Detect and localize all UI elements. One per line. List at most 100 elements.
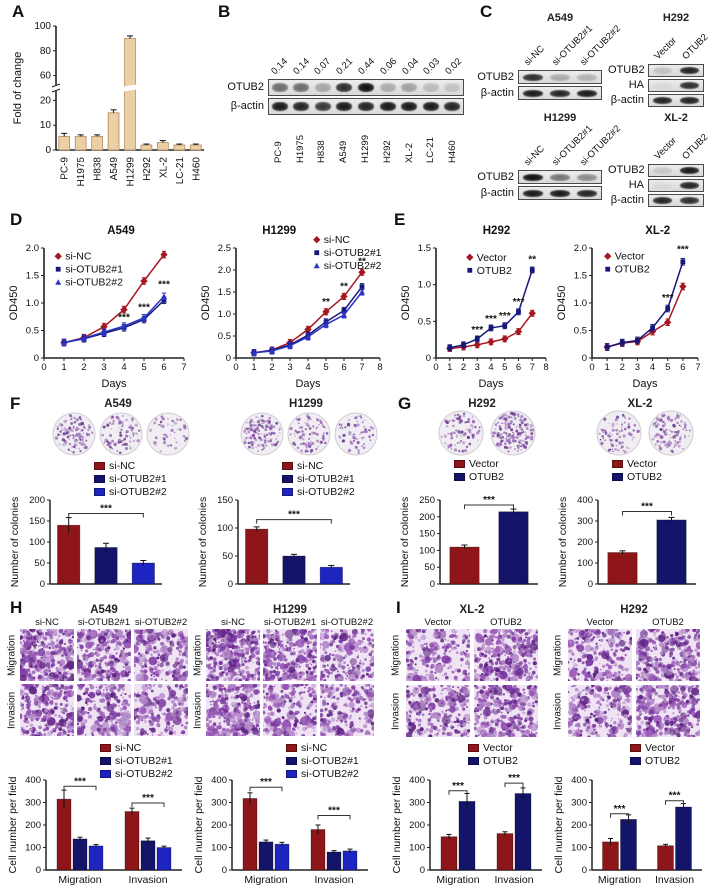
legend-item: si-OTUB2#1 bbox=[282, 473, 355, 485]
legend: Vector OTUB2 bbox=[454, 458, 504, 483]
colony-dish-image bbox=[334, 412, 378, 456]
legend-item: si-NC bbox=[286, 742, 359, 754]
svg-text:Cell number per field: Cell number per field bbox=[193, 776, 205, 873]
blot-band bbox=[652, 182, 673, 189]
blot-band bbox=[577, 89, 598, 97]
svg-text:***: *** bbox=[677, 244, 689, 255]
svg-text:H1299: H1299 bbox=[262, 225, 296, 237]
line-chart-svg: 0 1 2 3 4 5 6 7 8 0 0.5 1.0 1.5 2.0 2.5 Days OD450 H1299 *… bbox=[200, 225, 383, 390]
colony-dish-image bbox=[648, 410, 694, 456]
svg-text:1.5: 1.5 bbox=[418, 243, 431, 254]
legend-swatch bbox=[100, 757, 111, 765]
colony-bar-chart-svg: 0 50 100 150 Number of colonies *** bbox=[197, 495, 350, 590]
panel-g-xl2: XL-2 Vector OTUB2 0 100 200 300 400 Number of … bbox=[556, 398, 708, 596]
transwell-grid: Vector OTUB2 Migration Invasion bbox=[552, 617, 708, 749]
legend-swatch bbox=[286, 770, 297, 778]
svg-text:Days: Days bbox=[295, 378, 321, 390]
legend: si-NC si-OTUB2#1 si-OTUB2#2 bbox=[94, 460, 167, 498]
transwell-grid: Vector OTUB2 Migration Invasion bbox=[390, 617, 550, 749]
transwell-cell-image bbox=[406, 629, 470, 681]
legend-item: OTUB2 bbox=[612, 471, 662, 483]
svg-text:6: 6 bbox=[341, 362, 346, 373]
blot-group-title: XL-2 bbox=[664, 112, 688, 124]
legend-label: si-OTUB2#2 bbox=[301, 768, 359, 780]
svg-text:***: *** bbox=[485, 314, 497, 325]
svg-text:2: 2 bbox=[461, 362, 466, 373]
svg-text:3: 3 bbox=[475, 362, 480, 373]
svg-text:1.0: 1.0 bbox=[574, 298, 587, 309]
transwell-col-label: si-OTUB2#1 bbox=[77, 617, 131, 628]
svg-text:6: 6 bbox=[161, 362, 166, 373]
panel-f-a549: A549 si-NC si-OTUB2#1 si-OTUB2#2 0 50 100 150… bbox=[8, 398, 194, 596]
svg-text:50: 50 bbox=[222, 551, 233, 562]
blot-lane-label: A549 bbox=[338, 140, 350, 163]
blot-lane-label: 0.02 bbox=[443, 56, 465, 77]
svg-text:0: 0 bbox=[34, 353, 39, 364]
svg-text:20: 20 bbox=[40, 95, 52, 106]
blot-row-label: OTUB2 bbox=[477, 71, 514, 83]
transwell-cell-image bbox=[134, 684, 188, 736]
legend-item: Vector bbox=[454, 458, 504, 470]
blot-band bbox=[422, 83, 439, 92]
transwell-col-label: Vector bbox=[424, 617, 452, 628]
colony-dishes bbox=[52, 412, 192, 458]
svg-text:LC-21: LC-21 bbox=[175, 157, 186, 185]
blot-band bbox=[336, 83, 353, 92]
transwell-row-label: Invasion bbox=[192, 691, 204, 729]
blot-band bbox=[577, 173, 598, 181]
legend-swatch bbox=[286, 744, 297, 752]
svg-text:si-OTUB2#2: si-OTUB2#2 bbox=[65, 277, 123, 289]
blot-lane-label: si-NC bbox=[522, 43, 547, 68]
svg-text:Number of colonies: Number of colonies bbox=[557, 497, 569, 587]
svg-text:2.0: 2.0 bbox=[218, 265, 231, 276]
svg-text:5: 5 bbox=[323, 362, 328, 373]
legend-item: si-OTUB2#1 bbox=[100, 755, 173, 767]
panel-e-xl2-growth-chart: 0 1 2 3 4 5 6 7 0 0.5 1.0 1.5 2.0 Days OD450 XL-2 *** ***… bbox=[554, 222, 708, 392]
blot-band bbox=[549, 73, 571, 81]
svg-text:***: *** bbox=[138, 303, 150, 314]
transwell-row-label: Invasion bbox=[552, 692, 564, 730]
legend-swatch bbox=[612, 460, 623, 468]
panel-i-h292: H292 Vector OTUB2 Migration Invasion Vector… bbox=[552, 604, 708, 888]
svg-text:***: *** bbox=[142, 793, 154, 804]
svg-text:OD450: OD450 bbox=[400, 286, 412, 321]
legend: Vector OTUB2 bbox=[630, 742, 680, 767]
legend-label: si-OTUB2#1 bbox=[297, 473, 355, 485]
svg-text:1: 1 bbox=[61, 362, 66, 373]
svg-text:si-NC: si-NC bbox=[65, 251, 92, 263]
svg-text:1.0: 1.0 bbox=[218, 309, 231, 320]
svg-text:1.0: 1.0 bbox=[418, 280, 431, 291]
svg-text:1: 1 bbox=[604, 362, 609, 373]
blot-band bbox=[422, 102, 439, 111]
panel-label-g: G bbox=[398, 394, 412, 413]
svg-text:100: 100 bbox=[25, 843, 41, 854]
panel-e-h292-growth-chart: 0 1 2 3 4 5 6 7 8 0 0.5 1.0 1.5 Days OD450 H292 *** *** **… bbox=[398, 222, 556, 392]
blot-band bbox=[401, 83, 418, 92]
svg-text:Migration: Migration bbox=[244, 874, 287, 886]
line-chart-svg: 0 1 2 3 4 5 6 7 0 0.5 1.0 1.5 2.0 Days OD450 A549 *** ***… bbox=[8, 225, 187, 390]
blot-band bbox=[679, 97, 700, 104]
line-chart-svg: 0 1 2 3 4 5 6 700.51.01.52.0DaysOD450XL-2******… bbox=[556, 225, 701, 390]
legend-item: OTUB2 bbox=[630, 755, 680, 767]
svg-text:Days: Days bbox=[632, 378, 658, 390]
svg-text:100: 100 bbox=[34, 21, 51, 32]
transwell-row-label: Migration bbox=[390, 634, 402, 676]
svg-text:200: 200 bbox=[211, 820, 227, 831]
legend-item: si-OTUB2#2 bbox=[100, 768, 173, 780]
svg-text:0: 0 bbox=[36, 865, 41, 876]
transwell-cell-image bbox=[320, 629, 374, 681]
svg-text:80: 80 bbox=[40, 46, 52, 57]
svg-text:6: 6 bbox=[680, 362, 685, 373]
blot-lane-label: 0.21 bbox=[334, 56, 356, 77]
svg-text:Vector: Vector bbox=[615, 251, 645, 263]
colony-title: H1299 bbox=[289, 398, 323, 410]
blot-band bbox=[293, 83, 310, 92]
svg-text:si-NC: si-NC bbox=[324, 234, 351, 246]
legend-label: si-NC bbox=[115, 742, 142, 754]
panel-label-h: H bbox=[10, 598, 23, 617]
transwell-bar-chart: 0 100 200 300 400 Cell number per field Migrat… bbox=[192, 752, 374, 888]
svg-text:Invasion: Invasion bbox=[314, 874, 353, 886]
blot-lane-label: 0.07 bbox=[312, 56, 334, 77]
svg-text:0: 0 bbox=[45, 145, 51, 156]
